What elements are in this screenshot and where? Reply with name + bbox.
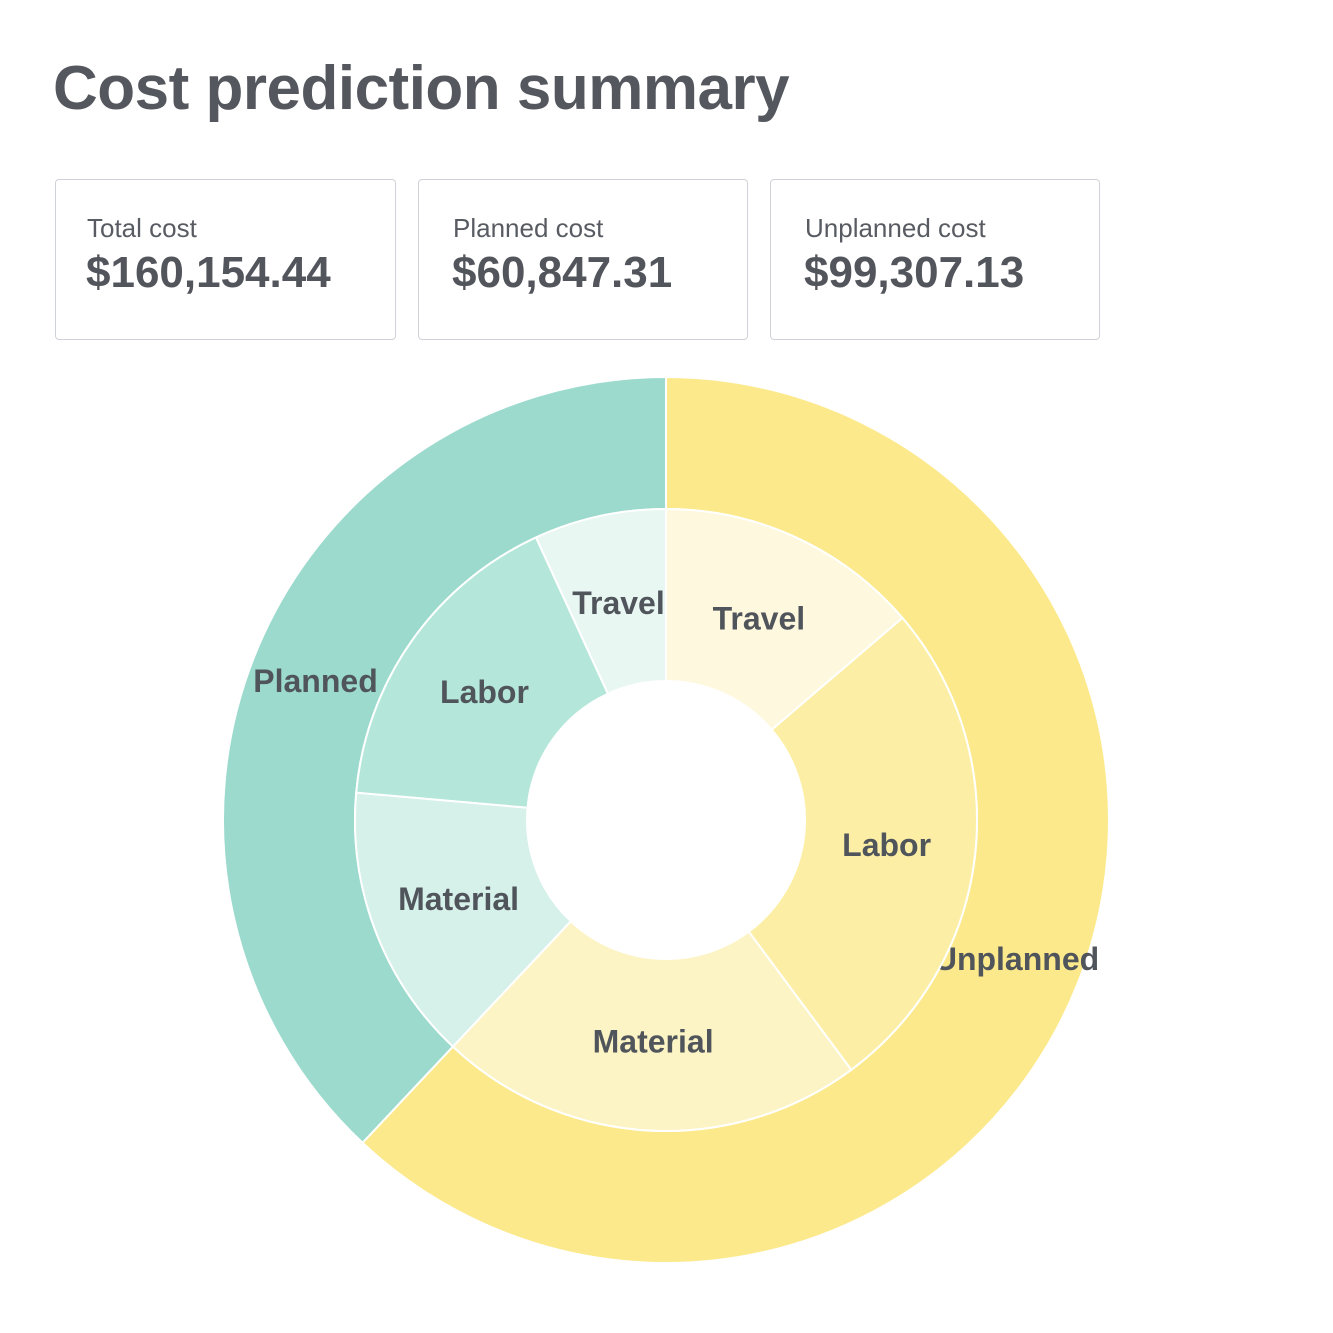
inner-slice-unplanned-travel[interactable] [665,507,904,732]
inner-label-planned-labor: Labor [440,674,529,710]
inner-slice-unplanned-material[interactable] [451,919,853,1132]
inner-label-planned-material: Material [398,881,519,917]
page-title: Cost prediction summary [53,54,790,123]
inner-slice-unplanned-labor[interactable] [747,616,978,1072]
inner-label-unplanned-material: Material [593,1024,714,1060]
inner-label-unplanned-travel: Travel [713,600,806,636]
planned-cost-card: Planned cost $60,847.31 [418,179,748,340]
outer-label-unplanned: Unplanned [934,941,1099,977]
inner-slice-planned-labor[interactable] [355,536,610,809]
total-cost-label: Total cost [87,213,197,243]
inner-slice-planned-material[interactable] [354,791,573,1049]
planned-cost-value: $60,847.31 [452,248,673,297]
outer-label-planned: Planned [253,663,377,699]
total-cost-card: Total cost $160,154.44 [55,179,396,340]
unplanned-cost-value: $99,307.13 [804,248,1025,297]
total-cost-value: $160,154.44 [86,248,331,297]
inner-label-planned-travel: Travel [572,585,665,621]
unplanned-cost-label: Unplanned cost [805,213,986,243]
inner-ring: Travel Labor Material Material Labor Travel [354,507,978,1132]
planned-cost-label: Planned cost [453,213,604,243]
inner-label-unplanned-labor: Labor [842,827,931,863]
unplanned-cost-card: Unplanned cost $99,307.13 [770,179,1100,340]
